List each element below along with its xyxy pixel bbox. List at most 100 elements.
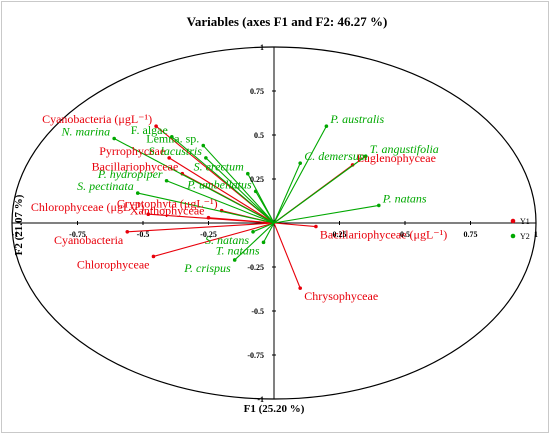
y-tick-label: 1 (260, 43, 264, 52)
vector-point (261, 240, 266, 245)
y-tick-label: -0.75 (247, 351, 264, 360)
y-axis-title: F2 (21.07 %) (13, 194, 25, 255)
vector-point (146, 212, 151, 216)
vector-label: P. hydropiper (97, 167, 163, 181)
vector-label: Euglenophyceae (357, 151, 436, 165)
x-tick-label: 1 (534, 230, 538, 239)
vector-point (125, 230, 130, 234)
vector-label: S. natans (205, 233, 249, 247)
vector-point (170, 134, 174, 139)
vector-label: T. natans (216, 243, 260, 257)
vector-line (234, 222, 275, 261)
vector-point (363, 154, 368, 158)
vector-label: C. demersum (304, 149, 368, 163)
vector-line (273, 162, 301, 224)
vector-label: P. australis (329, 112, 384, 126)
x-axis-title: F1 (25.20 %) (244, 403, 305, 415)
x-tick-label: -0.5 (137, 230, 150, 239)
vector-line (208, 217, 275, 224)
vector-line (166, 180, 275, 224)
vector-point (253, 189, 258, 194)
vector-line (252, 222, 275, 233)
vector-label: S. erectum (194, 160, 245, 174)
vector-line (255, 191, 275, 224)
vector-point (206, 215, 211, 220)
vector-point (246, 171, 250, 176)
vector-point (204, 156, 208, 160)
vector-line (273, 222, 301, 289)
vector-label: P. crispus (183, 261, 231, 275)
vector-point (151, 254, 156, 259)
vector-line (263, 222, 275, 243)
vector-point (232, 258, 237, 262)
x-tick-label: 0.25 (333, 230, 347, 239)
y-tick-label: 0.75 (250, 87, 264, 96)
vector-point (112, 136, 116, 141)
vector-label: Lemna. sp. (146, 132, 199, 146)
vector-label: Bacillariophyceae (92, 160, 179, 174)
vector-line (202, 145, 275, 224)
labels-group: Cyanobacteria (μgL⁻¹) Pyrrophyceae Bacilla… (31, 112, 447, 303)
vector-point (135, 191, 140, 195)
x-tick-label: -0.75 (69, 230, 86, 239)
vector-label: P. natans (382, 191, 427, 205)
ticks-group: -1 -0.75 -0.5 -0.25 0.25 0.5 0.75 1 1 0.75 0.5 0.25… (12, 43, 538, 404)
vector-point (167, 156, 171, 160)
vector-label: T. angustifolia (370, 142, 439, 156)
y-tick-label: 0.25 (250, 175, 264, 184)
vector-line (153, 222, 275, 257)
x-tick-label: 0.5 (400, 230, 410, 239)
vector-point (298, 286, 303, 290)
vector-label: S. lacustris (149, 144, 203, 158)
legend-label: Y2 (520, 232, 530, 241)
vector-label: Pyrrophyceae (99, 144, 165, 158)
legend: Y1 Y2 (510, 217, 530, 241)
vector-label: Cryptophyta (μgL⁻¹) (117, 197, 218, 211)
vectors-group (112, 124, 381, 290)
vector-label: Cyanobacteria (54, 233, 124, 247)
unit-circle (11, 46, 537, 400)
vector-label: S. pectinata (77, 179, 134, 193)
legend-label: Y1 (520, 217, 530, 226)
vector-line (273, 204, 379, 224)
vector-point (314, 224, 318, 229)
vector-point (251, 230, 255, 234)
vector-line (127, 222, 275, 233)
vector-line (273, 155, 367, 224)
vector-label: Chlorophyceae (77, 257, 150, 271)
vector-point (164, 178, 169, 183)
vector-line (273, 125, 327, 224)
legend-marker (510, 233, 516, 239)
x-tick-label: -0.25 (200, 230, 217, 239)
unit-circle-group (11, 46, 537, 400)
vector-label: N. marina (60, 125, 110, 139)
vector-label: F. algae (131, 123, 168, 137)
vector-label: Bacillariophyceae (μgL⁻¹) (320, 228, 447, 242)
vector-line (205, 157, 275, 224)
vector-label: Chlorophyceae (μgL⁻¹) (31, 200, 144, 214)
y-tick-label: -0.25 (247, 263, 264, 272)
vector-line (137, 192, 275, 224)
vector-label: Chrysophyceae (304, 289, 378, 303)
x-tick-label: -1 (12, 230, 19, 239)
vector-point (201, 143, 206, 148)
vector-line (171, 136, 275, 224)
vector-label: Cyanobacteria (μgL⁻¹) (42, 112, 152, 126)
legend-marker (510, 218, 516, 224)
y-tick-label: 0.5 (254, 131, 264, 140)
vector-point (377, 203, 381, 208)
vector-point (298, 161, 303, 165)
vector-point (154, 124, 158, 128)
vector-point (324, 124, 329, 128)
vector-label: Xanthophyceae (130, 204, 205, 218)
chart-title: Variables (axes F1 and F2: 46.27 %) (187, 14, 388, 29)
vector-line (113, 138, 275, 224)
vector-line (168, 157, 275, 224)
y-tick-label: -1 (257, 395, 264, 404)
vector-label: P. umbellatus (186, 177, 252, 191)
y-tick-label: -0.5 (251, 307, 264, 316)
x-tick-label: 0.75 (464, 230, 478, 239)
vector-line (273, 222, 316, 228)
